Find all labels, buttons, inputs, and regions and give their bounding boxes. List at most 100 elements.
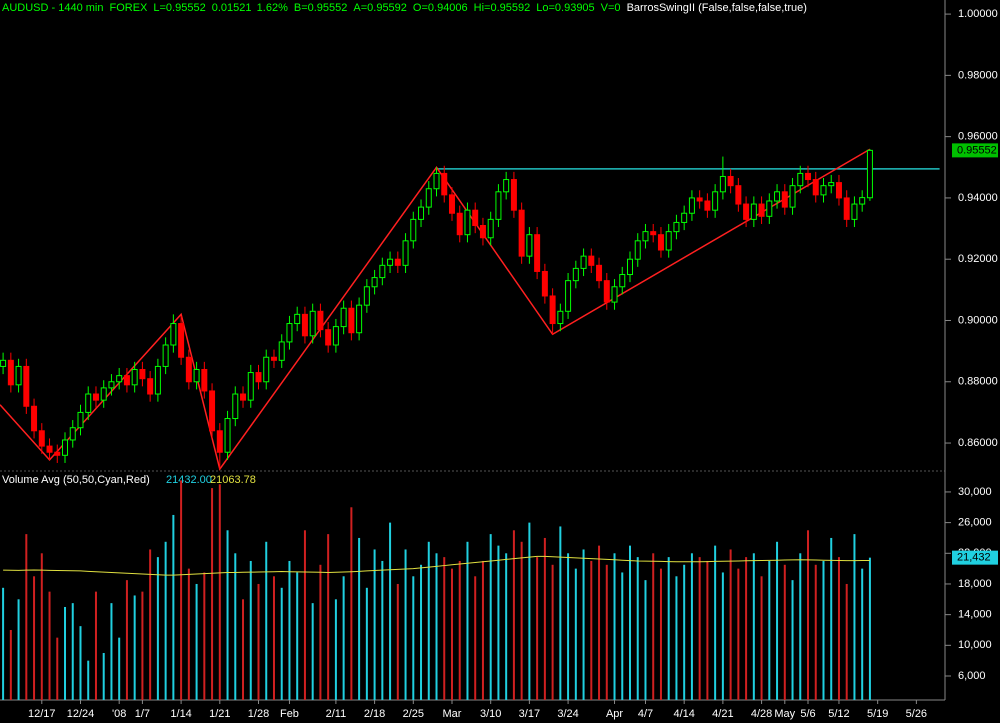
candle-body xyxy=(665,231,672,251)
y-tick-label: 14,000 xyxy=(958,609,992,621)
avg-readout: 21063.78 xyxy=(210,474,256,486)
header-item: O=0.94006 xyxy=(413,2,468,14)
candle-body xyxy=(743,203,750,220)
candle-body xyxy=(572,267,579,282)
candle-body xyxy=(363,286,370,306)
y-tick-label: 0.92000 xyxy=(958,253,998,265)
y-tick-label: 0.86000 xyxy=(958,437,998,449)
header-item: Hi=0.95592 xyxy=(474,2,531,14)
candle-body xyxy=(464,209,471,236)
volume-bar xyxy=(203,572,206,700)
candle-body xyxy=(851,203,858,220)
candle-body xyxy=(317,310,324,331)
volume-bar xyxy=(133,595,136,700)
y-tick-label: 6,000 xyxy=(958,670,986,682)
volume-bar xyxy=(156,557,159,700)
x-tick-label: 3/10 xyxy=(480,708,501,720)
candle-body xyxy=(255,372,262,383)
candle-body xyxy=(201,369,208,392)
candle-body xyxy=(77,411,84,429)
candle-body xyxy=(216,430,223,453)
volume-bar xyxy=(605,564,608,700)
x-tick-label: 5/12 xyxy=(828,708,849,720)
volume-bar xyxy=(149,549,152,700)
candle-body xyxy=(131,369,138,386)
volume-bar xyxy=(319,564,322,700)
candle-body xyxy=(642,231,649,242)
volume-bar xyxy=(226,530,229,700)
volume-bar xyxy=(528,522,531,700)
header-item: 1.62% xyxy=(257,2,288,14)
volume-bar xyxy=(536,557,539,700)
candle-body xyxy=(139,369,146,380)
candle-body xyxy=(85,393,92,413)
candle-body xyxy=(38,430,45,447)
candle-body xyxy=(448,194,455,214)
volume-bar xyxy=(435,553,438,700)
candle-body xyxy=(154,365,161,395)
candle-body xyxy=(170,323,177,346)
volume-bar xyxy=(752,553,755,700)
header-item: L=0.95552 xyxy=(153,2,205,14)
volume-bar xyxy=(211,488,214,700)
volume-bar xyxy=(389,522,392,700)
candle-body xyxy=(549,295,556,325)
volume-bar xyxy=(118,637,121,700)
x-tick-label: 1/14 xyxy=(170,708,191,720)
candle-body xyxy=(479,225,486,239)
volume-bar xyxy=(195,583,198,700)
volume-bar xyxy=(559,526,562,700)
volume-bar xyxy=(590,560,593,700)
chart-header: AUDUSD - 1440 min FOREX L=0.95552 0.01521 1.… xyxy=(2,2,807,14)
x-tick-label: 5/26 xyxy=(906,708,927,720)
candle-body xyxy=(224,418,231,453)
volume-bar xyxy=(791,580,794,700)
volume-bar xyxy=(234,553,237,700)
candle-body xyxy=(301,313,308,337)
candle-body xyxy=(0,359,7,367)
volume-bar xyxy=(342,576,345,700)
candle-body xyxy=(278,341,285,361)
x-tick-label: 3/17 xyxy=(519,708,540,720)
volume-bar xyxy=(783,564,786,700)
candle-body xyxy=(69,427,76,441)
volume-bar xyxy=(675,576,678,700)
header-item: Lo=0.93905 xyxy=(536,2,594,14)
header-item: B=0.95552 xyxy=(294,2,348,14)
volume-bar xyxy=(296,572,299,700)
candle-body xyxy=(688,197,695,214)
volume-bar xyxy=(311,603,314,700)
last-volume-box xyxy=(952,550,998,565)
volume-bar xyxy=(845,583,848,700)
candle-body xyxy=(673,221,680,233)
candle-body xyxy=(371,277,378,288)
volume-bar xyxy=(853,534,856,700)
volume-bar xyxy=(71,603,74,700)
candle-body xyxy=(100,387,107,401)
candle-body xyxy=(123,375,130,386)
volume-bar xyxy=(520,541,523,700)
candle-body xyxy=(185,356,192,383)
y-tick-label: 18,000 xyxy=(958,578,992,590)
candle-body xyxy=(805,172,812,181)
y-tick-label: 0.90000 xyxy=(958,314,998,326)
candle-body xyxy=(518,209,525,257)
volume-bar xyxy=(288,560,291,700)
candle-body xyxy=(394,258,401,266)
volume-bar xyxy=(172,514,175,700)
x-tick-label: 12/17 xyxy=(28,708,56,720)
volume-bar xyxy=(745,557,748,700)
volume-bar xyxy=(644,580,647,700)
volume-bar xyxy=(574,568,577,700)
y-tick-label: 26,000 xyxy=(958,517,992,529)
volume-bar xyxy=(272,576,275,700)
candle-body xyxy=(456,212,463,236)
volume-bar xyxy=(412,576,415,700)
volume-bar xyxy=(280,587,283,700)
candle-body xyxy=(812,179,819,196)
candle-body xyxy=(619,274,626,288)
candle-body xyxy=(503,179,510,193)
volume-bar xyxy=(257,583,260,700)
volume-bar xyxy=(659,568,662,700)
volume-bar xyxy=(582,549,585,700)
